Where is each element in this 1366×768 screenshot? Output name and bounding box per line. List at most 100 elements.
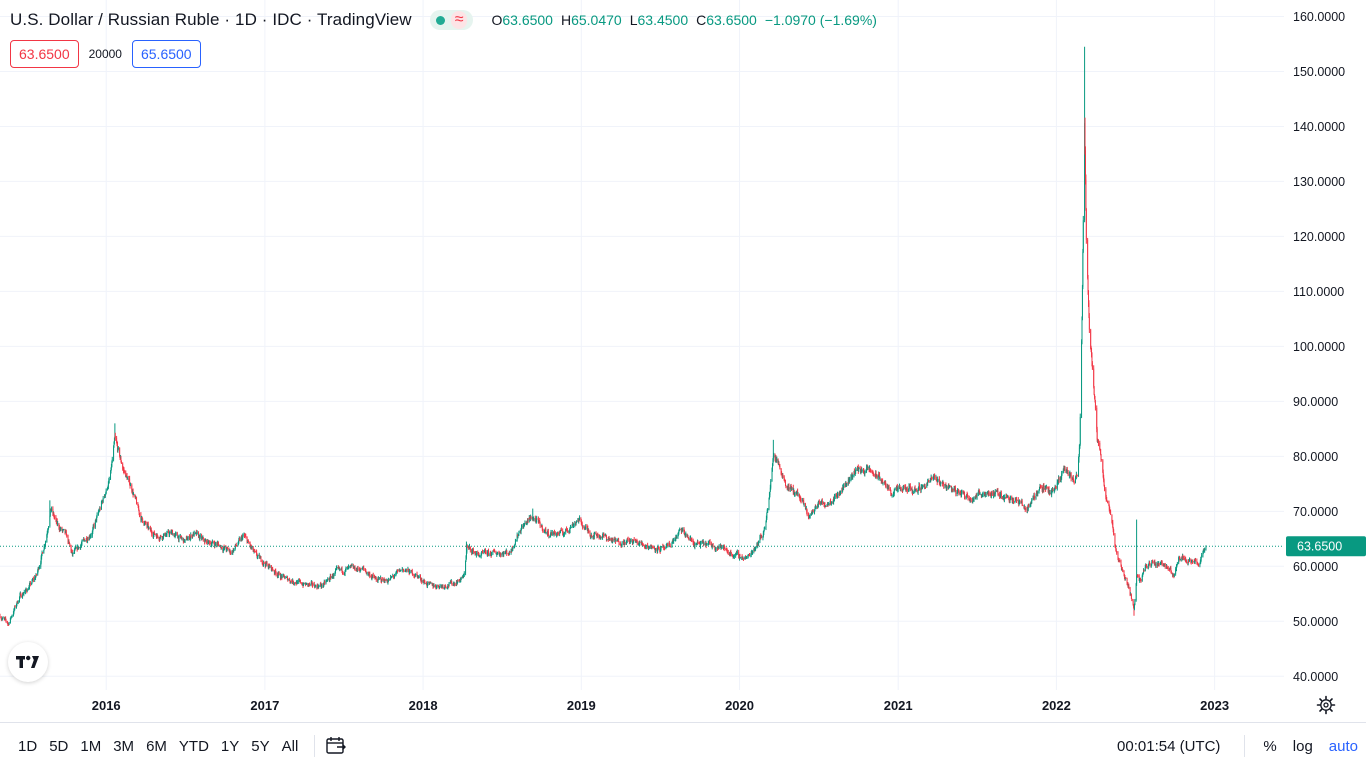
candle-body (700, 541, 702, 544)
candle-body (49, 515, 51, 527)
candle-body (673, 540, 675, 542)
candle-body (530, 516, 532, 519)
candle-body (1090, 329, 1092, 349)
candle-body (632, 540, 633, 543)
time-axis[interactable]: 2016 2017 2018 2019 2020 2021 2022 2023 (0, 690, 1284, 720)
candle-body (1112, 522, 1114, 528)
candle-body (1035, 494, 1037, 498)
candle-body (1169, 568, 1171, 570)
candle-body (287, 579, 289, 581)
candle-body (509, 551, 511, 553)
candle-body (591, 535, 593, 538)
range-ytd-button[interactable]: YTD (178, 737, 209, 755)
log-scale-button[interactable]: log (1292, 737, 1313, 755)
candle-body (1123, 571, 1125, 577)
candle-body (718, 546, 720, 548)
ohlc-close-key: C (696, 12, 707, 28)
tradingview-logo-icon[interactable] (8, 642, 48, 682)
candle-body (953, 488, 955, 491)
symbol-title[interactable]: U.S. Dollar / Russian Ruble · 1D · IDC ·… (10, 10, 412, 29)
candle-body (122, 463, 124, 469)
range-5d-button[interactable]: 5D (49, 737, 69, 755)
candle-body (293, 582, 295, 584)
candle-body (1087, 239, 1089, 279)
gear-icon[interactable] (1316, 695, 1336, 715)
range-6m-button[interactable]: 6M (146, 737, 167, 755)
range-1y-button[interactable]: 1Y (220, 737, 240, 755)
candle-body (411, 570, 413, 574)
candle-body (1081, 341, 1083, 418)
candle-body (779, 465, 781, 469)
candle-body (272, 570, 274, 572)
candle-body (849, 479, 851, 481)
candle-body (120, 461, 122, 464)
candle-body (618, 539, 620, 542)
candle-body (25, 589, 27, 592)
candle-body (827, 503, 829, 506)
candle-body (107, 483, 109, 488)
auto-scale-button[interactable]: auto (1328, 737, 1358, 755)
range-1d-button[interactable]: 1D (18, 737, 38, 755)
candle-body (1199, 563, 1201, 566)
candle-body (69, 543, 71, 546)
candle-body (31, 580, 33, 583)
candle-body (104, 494, 106, 496)
last-price-label: 63.6500 (1297, 540, 1342, 554)
candle-body (1107, 500, 1109, 502)
candle-body (394, 576, 395, 578)
candle-body (1106, 499, 1108, 501)
candle-body (64, 528, 66, 533)
candle-body (97, 511, 99, 515)
candle-body (515, 540, 517, 542)
candle-body (742, 557, 744, 559)
candle-body (769, 487, 771, 492)
range-3m-button[interactable]: 3M (113, 737, 135, 755)
candle-body (985, 493, 987, 495)
candle-body (709, 541, 711, 545)
candle-body (1100, 449, 1102, 455)
candle-body (697, 541, 699, 543)
candle-body (302, 583, 304, 586)
date-range-icon[interactable] (325, 736, 347, 756)
candle-body (782, 475, 784, 477)
candle-body (47, 528, 49, 531)
ohlc-open-key: O (491, 12, 503, 28)
candle-body (580, 519, 582, 523)
candle-body (1110, 511, 1112, 515)
buy-price-button[interactable]: 65.6500 (131, 40, 201, 68)
price-axis-svg[interactable]: 160.0000 150.0000 140.0000 130.0000 120.0000… (1284, 0, 1366, 690)
candle-body (1188, 559, 1190, 561)
candle-body (199, 535, 201, 537)
percent-scale-button[interactable]: % (1263, 737, 1277, 755)
candle-body (1006, 494, 1008, 498)
sell-price-button[interactable]: 63.6500 (10, 40, 79, 68)
candle-body (955, 491, 957, 494)
range-5y-button[interactable]: 5Y (251, 737, 270, 755)
price-axis[interactable]: 160.0000 150.0000 140.0000 130.0000 120.0000… (1284, 0, 1366, 690)
candle-body (651, 547, 653, 549)
candle-body (38, 566, 40, 569)
candle-body (381, 579, 383, 581)
time-axis-svg[interactable]: 2016 2017 2018 2019 2020 2021 2022 2023 (0, 690, 1284, 720)
chart-pane[interactable]: U.S. Dollar / Russian Ruble · 1D · IDC ·… (0, 0, 1284, 690)
candlestick-series (0, 46, 1207, 626)
candle-body (463, 573, 465, 576)
candle-body (736, 551, 738, 553)
candle-body (430, 582, 432, 584)
candle-body (599, 535, 601, 538)
utc-clock[interactable]: 00:01:54 (UTC) (1117, 737, 1221, 755)
candle-body (1091, 354, 1093, 363)
candle-body (772, 460, 774, 466)
candle-body (550, 533, 551, 537)
market-status-pill[interactable]: ≈ (429, 10, 474, 30)
candle-body (624, 542, 626, 545)
candle-body (451, 580, 453, 584)
candle-body (242, 536, 244, 539)
candle-body (172, 531, 173, 535)
candle-body (32, 578, 34, 580)
price-chart-svg[interactable] (0, 0, 1284, 690)
chart-settings-area (1284, 690, 1366, 720)
candle-body (35, 574, 37, 576)
range-all-button[interactable]: All (281, 737, 299, 755)
range-1m-button[interactable]: 1M (80, 737, 102, 755)
